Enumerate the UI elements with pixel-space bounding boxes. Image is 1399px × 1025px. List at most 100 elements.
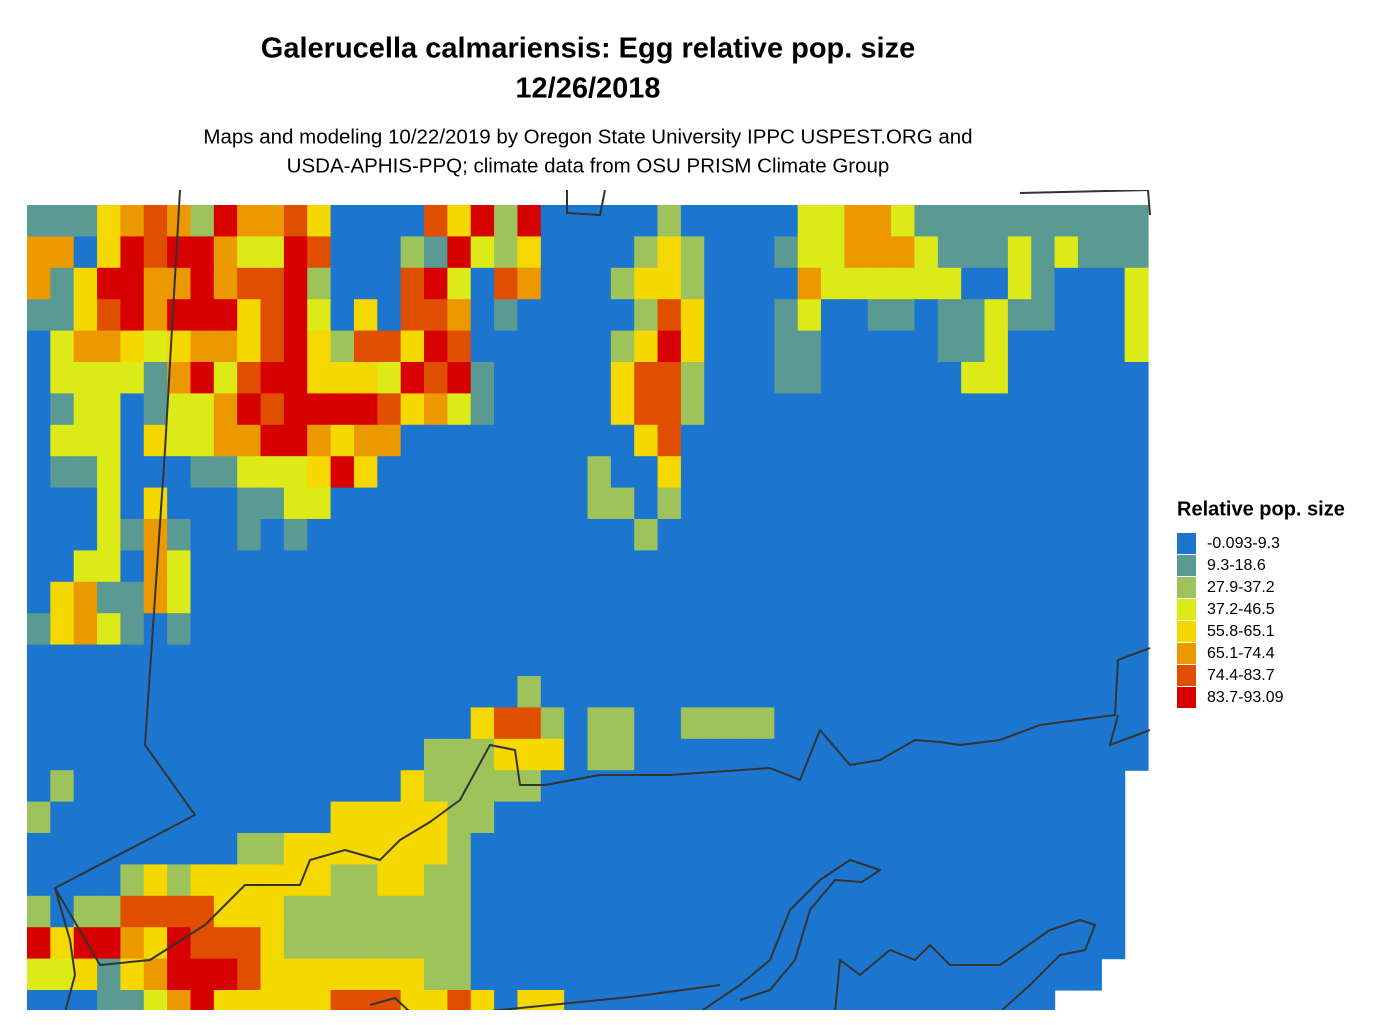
cell [470,613,495,646]
cell [1031,833,1056,865]
cell [120,833,145,865]
cell [821,456,845,489]
cell [1077,236,1102,269]
cell [1007,927,1032,960]
cell [891,393,916,426]
cell [610,958,635,991]
cell [470,927,495,960]
cell [213,833,238,865]
cell [237,958,262,991]
cell [564,299,589,332]
cell [1101,864,1126,897]
cell [610,267,635,300]
cell [424,550,448,583]
cell [1077,424,1102,457]
cell [120,770,145,803]
cell [213,267,238,300]
cell [190,613,215,646]
cell [237,362,262,394]
cell [680,958,705,991]
legend-title: Relative pop. size [1177,498,1345,520]
cell [307,519,332,551]
cell [377,267,402,300]
cell [447,393,472,426]
cell [143,330,168,363]
cell [1054,519,1079,551]
cell [1077,393,1102,426]
cell [564,738,589,771]
cell [470,362,495,394]
cell [774,205,799,237]
cell [330,738,355,771]
cell [190,676,215,708]
cell [143,487,168,520]
cell [97,958,122,991]
cell [984,895,1009,928]
cell [143,519,168,551]
cell [424,770,448,803]
cell [1101,236,1126,269]
cell [961,581,986,614]
cell [307,644,332,677]
cell [867,487,892,520]
cell [50,958,75,991]
cell [914,550,939,583]
cell [774,895,799,928]
cell [704,362,729,394]
cell [27,550,51,583]
cell [984,581,1009,614]
cell [914,707,939,740]
state-border [54,190,196,1010]
cell [447,456,472,489]
cell [1007,801,1032,834]
cell [704,833,729,865]
cell [587,393,612,426]
cell [844,990,869,1010]
cell [73,267,98,300]
cell [283,990,308,1010]
cell [97,581,122,614]
cell [704,707,729,740]
cell [1077,362,1102,394]
cell [1031,738,1056,771]
cell [844,770,869,803]
cell [307,487,332,520]
cell [283,424,308,457]
cell [470,738,495,771]
cell [494,267,519,300]
cell [774,393,799,426]
cell [73,895,98,928]
cell [470,267,495,300]
cell [237,456,262,489]
cell [797,393,822,426]
cell [447,770,472,803]
cell [97,927,122,960]
cell [353,550,378,583]
cell [727,424,752,457]
cell [797,550,822,583]
cell [797,927,822,960]
cell [750,519,775,551]
cell [377,644,402,677]
cell [190,927,215,960]
cell [984,707,1009,740]
cell [167,236,192,269]
cell [190,519,215,551]
cell [213,958,238,991]
cell [377,362,402,394]
cell [750,581,775,614]
cell [213,927,238,960]
cell [143,205,168,237]
cell [283,393,308,426]
cell [307,330,332,363]
cell [447,613,472,646]
cell [727,676,752,708]
cell [120,990,145,1010]
cell [50,676,75,708]
cell [1101,644,1126,677]
cell [330,456,355,489]
cell [1007,833,1032,865]
cell [167,362,192,394]
cell [961,738,986,771]
cell [1124,299,1149,332]
